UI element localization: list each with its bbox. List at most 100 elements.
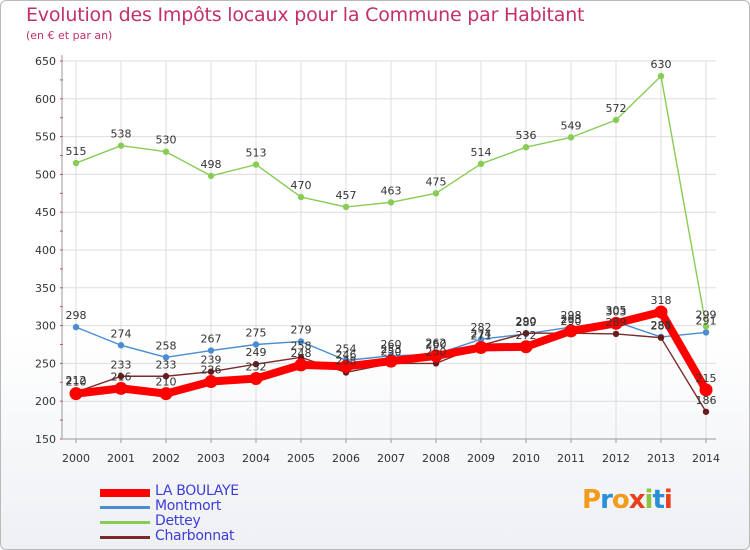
data-point (477, 336, 485, 343)
data-point (207, 172, 215, 180)
data-label: 536 (516, 129, 537, 142)
series-lines (69, 72, 713, 415)
data-label: 258 (291, 339, 312, 352)
data-point (429, 349, 443, 363)
data-point (612, 330, 620, 338)
data-label: 275 (246, 327, 267, 340)
legend-label-charbonnat: Charbonnat (155, 528, 235, 544)
data-point (297, 338, 305, 345)
data-label: 250 (381, 345, 402, 358)
x-tick-label: 2003 (197, 452, 225, 465)
data-label: 274 (111, 327, 132, 340)
data-point (387, 199, 395, 206)
data-point (702, 323, 710, 330)
y-tick-label: 550 (35, 131, 56, 144)
x-tick-label: 2008 (422, 452, 450, 465)
data-label: 250 (426, 345, 447, 358)
legend-item-la-boulaye[interactable]: LA BOULAYE (100, 483, 340, 500)
data-point (339, 359, 353, 373)
data-label: 215 (696, 372, 717, 385)
data-point (612, 116, 620, 124)
data-point (654, 305, 668, 319)
x-tick-label: 2006 (332, 452, 360, 465)
y-tick-label: 500 (35, 168, 56, 181)
legend-swatch-la-boulaye (100, 489, 150, 497)
x-tick-label: 2012 (602, 452, 630, 465)
proxiti-logo: Proxiti (582, 485, 673, 515)
data-label: 232 (246, 361, 267, 374)
data-label: 513 (246, 147, 267, 160)
legend-item-montmort[interactable]: Montmort (100, 498, 340, 515)
data-label: 514 (471, 146, 492, 159)
data-point (159, 387, 173, 401)
data-label: 248 (291, 347, 312, 360)
data-label: 284 (651, 320, 672, 333)
x-tick-label: 2001 (107, 452, 135, 465)
chart-subtitle: (en € et par an) (26, 29, 113, 42)
x-tick-label: 2009 (467, 452, 495, 465)
legend-swatch-montmort (100, 506, 150, 509)
logo-letter: P (582, 485, 601, 515)
y-tick-label: 350 (35, 282, 56, 295)
data-label: 538 (111, 128, 132, 141)
data-point (477, 160, 485, 168)
legend: LA BOULAYE Montmort Dettey Charbonnat (100, 483, 340, 545)
data-label: 291 (696, 314, 717, 327)
data-point (522, 143, 530, 151)
data-label: 289 (516, 316, 537, 329)
legend-item-charbonnat[interactable]: Charbonnat (100, 528, 340, 545)
x-tick-label: 2014 (692, 452, 720, 465)
data-point (522, 329, 530, 337)
data-label: 475 (426, 175, 447, 188)
data-point (702, 408, 710, 415)
logo-letter: o (611, 485, 630, 515)
data-point (474, 341, 488, 355)
data-point (72, 159, 80, 167)
data-point (252, 360, 260, 368)
data-label: 290 (561, 315, 582, 328)
x-tick-label: 2004 (242, 452, 270, 465)
data-label: 293 (561, 313, 582, 326)
data-label: 258 (156, 339, 177, 352)
data-label: 463 (381, 184, 402, 197)
data-label: 260 (426, 338, 447, 351)
y-tick-label: 400 (35, 244, 56, 257)
y-tick-label: 650 (35, 55, 56, 68)
data-label: 233 (156, 358, 177, 371)
data-point (519, 340, 533, 354)
data-label: 305 (606, 304, 627, 317)
data-label: 630 (651, 58, 672, 71)
data-point (609, 316, 623, 330)
data-label: 210 (66, 376, 87, 389)
data-point (117, 142, 125, 149)
y-tick-label: 200 (35, 395, 56, 408)
data-label: 233 (111, 358, 132, 371)
data-label: 303 (606, 305, 627, 318)
legend-swatch-dettey (100, 521, 150, 524)
data-label: 289 (606, 316, 627, 329)
data-label: 254 (336, 342, 357, 355)
data-label: 279 (291, 323, 312, 336)
data-label: 238 (336, 354, 357, 367)
data-label: 226 (201, 364, 222, 377)
data-label: 515 (66, 145, 87, 158)
data-point (162, 354, 170, 361)
data-point (114, 381, 128, 395)
data-labels: 515 538 530 498 513 470 457 463 475 514 536 549 572 6… (66, 58, 717, 407)
legend-item-dettey[interactable]: Dettey (100, 513, 340, 530)
data-point (384, 354, 398, 368)
data-label: 498 (201, 158, 222, 171)
data-point (162, 373, 170, 380)
x-tick-label: 2010 (512, 452, 540, 465)
data-point (252, 341, 260, 348)
data-label: 246 (336, 348, 357, 361)
data-label: 299 (696, 308, 717, 321)
data-point (699, 383, 713, 397)
y-tick-label: 250 (35, 357, 56, 370)
data-point (432, 190, 440, 197)
data-point (69, 387, 83, 401)
logo-letter: r (600, 485, 613, 515)
x-tick-label: 2013 (647, 452, 675, 465)
legend-label-dettey: Dettey (155, 513, 201, 529)
data-label: 267 (201, 333, 222, 346)
